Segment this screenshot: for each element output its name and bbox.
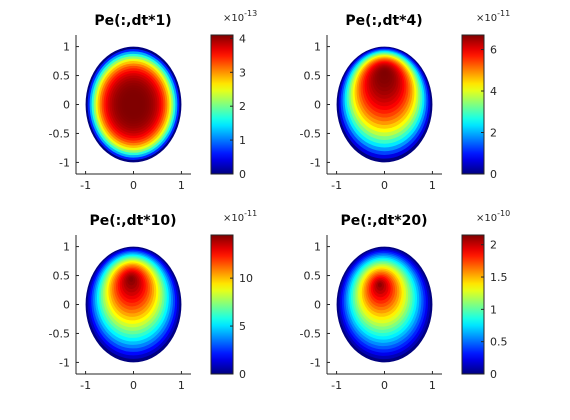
heatmap-layer: [132, 102, 136, 107]
y-tick-label: 0: [314, 299, 321, 312]
subplot-1-title: Pe(:,dt*1): [94, 13, 171, 29]
y-tick-label: 0.5: [53, 70, 71, 83]
colorbar-tick-label: 0.5: [490, 336, 508, 349]
colorbar-tick-label: 2: [490, 127, 497, 140]
x-tick-label: -1: [80, 379, 91, 392]
x-tick-label: -1: [80, 179, 91, 192]
subplot-4: Pe(:,dt*20) -1 0 1 1 0.5 0 -0.5 -1 0 0.5 1 1.5 2 ×1…: [300, 209, 511, 392]
subplot-3-heatmap: [86, 247, 182, 363]
x-tick-label: 0: [381, 179, 388, 192]
y-tick-label: -0.5: [49, 327, 70, 340]
colorbar-tick-label: 1: [239, 134, 246, 147]
subplot-2-heatmap: [337, 47, 433, 163]
x-tick-label: -1: [331, 179, 342, 192]
x-tick-label: 1: [429, 179, 436, 192]
x-tick-label: 0: [381, 379, 388, 392]
colorbar-tick-label: 2: [239, 100, 246, 113]
colorbar-scale: [211, 235, 233, 374]
colorbar-scale: [462, 35, 484, 174]
y-tick-label: 0.5: [304, 70, 322, 83]
subplot-4-title: Pe(:,dt*20): [341, 213, 428, 229]
subplot-3: Pe(:,dt*10) -1 0 1 1 0.5 0 -0.5 -1 0 5 10 ×10-11: [49, 209, 258, 392]
subplot-2-colorbar-exponent: ×10-11: [476, 9, 510, 24]
colorbar-scale: [462, 235, 484, 374]
colorbar-tick-label: 0: [239, 368, 246, 381]
colorbar-tick-label: 4: [490, 85, 497, 98]
subplot-1: Pe(:,dt*1) -1 0 1 1 0.5 0 -0.5 -1 0 1 2 3 4 ×10-13: [49, 9, 258, 192]
y-tick-label: -0.5: [300, 327, 321, 340]
x-tick-label: 1: [429, 379, 436, 392]
y-tick-label: 0: [63, 299, 70, 312]
y-tick-label: -1: [310, 356, 321, 369]
subplot-1-colorbar-exponent: ×10-13: [223, 9, 257, 24]
x-tick-label: -1: [331, 379, 342, 392]
y-tick-label: -0.5: [49, 127, 70, 140]
subplot-4-heatmap: [337, 247, 433, 363]
colorbar-tick-label: 1.5: [490, 271, 508, 284]
y-tick-label: 0: [314, 99, 321, 112]
colorbar-tick-label: 0: [239, 168, 246, 181]
subplot-1-colorbar: 0 1 2 3 4: [211, 32, 246, 181]
y-tick-label: 1: [314, 41, 321, 54]
heatmap-layer: [378, 283, 382, 288]
subplot-4-colorbar: 0 0.5 1 1.5 2: [462, 235, 508, 381]
y-tick-label: 1: [314, 241, 321, 254]
y-tick-label: 1: [63, 41, 70, 54]
colorbar-tick-label: 1: [490, 303, 497, 316]
x-tick-label: 1: [178, 379, 185, 392]
subplot-2-colorbar: 0 2 4 6: [462, 35, 497, 181]
y-tick-label: -1: [310, 156, 321, 169]
x-tick-label: 1: [178, 179, 185, 192]
y-tick-label: -1: [59, 356, 70, 369]
heatmap-layer: [129, 277, 133, 282]
subplot-3-colorbar: 0 5 10: [211, 235, 253, 381]
y-tick-label: 0: [63, 99, 70, 112]
colorbar-tick-label: 0: [490, 368, 497, 381]
colorbar-tick-label: 4: [239, 32, 246, 45]
colorbar-scale: [211, 35, 233, 174]
colorbar-tick-label: 3: [239, 66, 246, 79]
y-tick-label: 0.5: [53, 270, 71, 283]
subplot-3-colorbar-exponent: ×10-11: [223, 209, 257, 224]
y-tick-label: 0.5: [304, 270, 322, 283]
colorbar-tick-label: 6: [490, 44, 497, 57]
heatmap-layer: [383, 72, 387, 77]
subplot-2-title: Pe(:,dt*4): [345, 13, 422, 29]
colorbar-tick-label: 2: [490, 239, 497, 252]
colorbar-tick-label: 0: [490, 168, 497, 181]
subplot-4-colorbar-exponent: ×10-10: [476, 209, 510, 224]
colorbar-tick-label: 10: [239, 272, 253, 285]
y-tick-label: -0.5: [300, 127, 321, 140]
subplot-3-title: Pe(:,dt*10): [90, 213, 177, 229]
x-tick-label: 0: [130, 379, 137, 392]
y-tick-label: 1: [63, 241, 70, 254]
subplot-1-heatmap: [86, 47, 182, 163]
colorbar-tick-label: 5: [239, 320, 246, 333]
subplot-2: Pe(:,dt*4) -1 0 1 1 0.5 0 -0.5 -1 0 2 4 6 ×10-11: [300, 9, 511, 192]
y-tick-label: -1: [59, 156, 70, 169]
x-tick-label: 0: [130, 179, 137, 192]
